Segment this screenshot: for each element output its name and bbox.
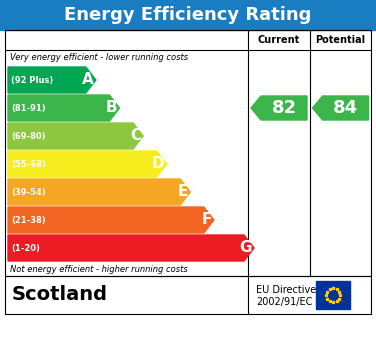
Text: (1-20): (1-20) <box>11 244 40 253</box>
Polygon shape <box>8 179 190 205</box>
Polygon shape <box>8 235 254 261</box>
Polygon shape <box>312 96 368 120</box>
Polygon shape <box>8 123 143 149</box>
Text: Energy Efficiency Rating: Energy Efficiency Rating <box>64 6 312 24</box>
Text: G: G <box>240 240 252 255</box>
Text: EU Directive: EU Directive <box>256 285 316 295</box>
Text: A: A <box>82 72 94 87</box>
Polygon shape <box>8 95 120 121</box>
Bar <box>316 281 350 309</box>
Text: (81-91): (81-91) <box>11 103 45 112</box>
Text: E: E <box>178 184 188 199</box>
Text: B: B <box>106 101 117 116</box>
Text: Very energy efficient - lower running costs: Very energy efficient - lower running co… <box>10 54 188 63</box>
Text: Not energy efficient - higher running costs: Not energy efficient - higher running co… <box>10 264 188 274</box>
Text: D: D <box>152 157 165 172</box>
Text: (69-80): (69-80) <box>11 132 45 141</box>
Text: (21-38): (21-38) <box>11 215 45 224</box>
Bar <box>0 0 376 30</box>
Text: (92 Plus): (92 Plus) <box>11 76 53 85</box>
Bar <box>5 276 371 314</box>
Text: 84: 84 <box>333 99 358 117</box>
Text: C: C <box>130 128 141 143</box>
Text: (39-54): (39-54) <box>11 188 45 197</box>
Text: Scotland: Scotland <box>12 285 108 304</box>
Text: Potential: Potential <box>315 35 365 45</box>
Polygon shape <box>8 207 214 233</box>
Polygon shape <box>8 67 96 93</box>
Text: F: F <box>202 213 212 228</box>
Text: Current: Current <box>258 35 300 45</box>
Text: (55-68): (55-68) <box>11 159 46 168</box>
Polygon shape <box>8 151 167 177</box>
Bar <box>5 30 371 276</box>
Text: 2002/91/EC: 2002/91/EC <box>256 297 312 307</box>
Polygon shape <box>251 96 307 120</box>
Text: 82: 82 <box>271 99 297 117</box>
